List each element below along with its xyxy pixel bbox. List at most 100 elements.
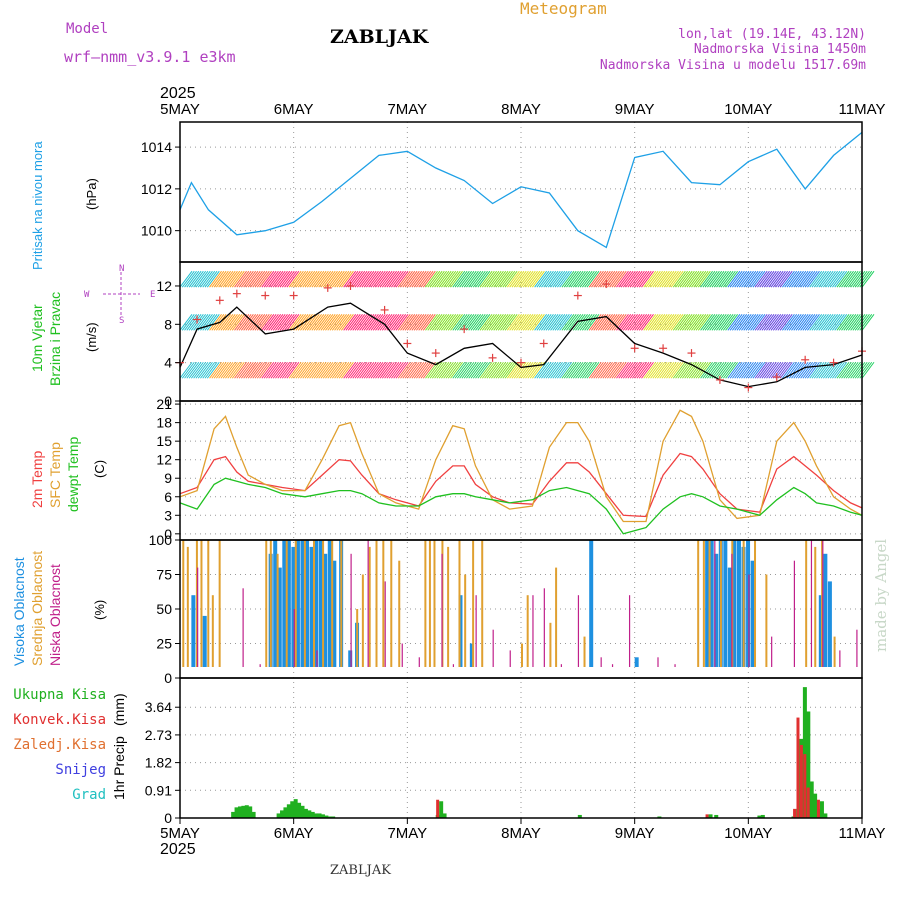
wind-barb [343,361,357,379]
wind-barb [795,314,809,331]
model-label: Model [66,21,108,37]
wind-barb [402,314,416,331]
wind-barb [252,314,266,331]
wind-barb [318,361,332,379]
wind-barb [331,314,345,331]
wind-barb [300,314,313,331]
wind-barb [261,270,275,288]
wind-barb [541,314,554,331]
wind-barb [193,314,207,331]
wind-barb [829,361,843,379]
wind-barb [329,270,343,288]
wind-barb [452,270,466,288]
cloud-bar-mid [340,540,343,667]
wind-barb [672,270,686,288]
coordinates: lon,lat (19.14E, 43.12N) [678,27,866,42]
wind-barb [625,361,638,379]
precip-bar-total [439,801,444,818]
precip-bar-total [310,811,315,818]
wind-barb [581,314,595,331]
x-tick-label-bottom: 9MAY [615,825,655,842]
precip-bar-total [244,805,249,818]
wind-barb [768,314,782,331]
wind-barb [779,270,793,288]
wind-barb [345,314,359,331]
wind-barb [563,270,577,288]
cloud-bar-mid [765,574,768,667]
wind-barb [231,314,245,331]
wind-barb [807,361,820,379]
wind-barb [552,361,566,379]
wind-barb [772,361,786,379]
wind-barb [606,361,620,379]
x-tick-label-top: 9MAY [615,101,655,118]
cloud-bar-mid [218,540,221,667]
wind-barb [256,270,270,288]
cloud-bar-high [309,546,314,667]
wind-barb [777,314,791,331]
wind-barb [586,314,600,331]
wind-barb [618,361,632,379]
wind-barb [427,270,441,288]
wind-barb [502,270,516,288]
wind-barb [770,361,784,379]
wind-barb [554,361,568,379]
wind-barb [322,270,336,288]
wind-barb [368,361,382,379]
cloud-bar-mid [555,567,558,667]
wind-barb [747,270,761,288]
wind-barb [713,314,727,331]
wind-barb [800,270,814,288]
x-tick-label-top: 8MAY [501,101,541,118]
wind-barb [827,270,841,288]
wind-barb [536,270,550,288]
wind-barb [402,270,416,288]
wind-barb [722,361,736,379]
cloud-bar-high [589,540,594,667]
wind-barb [552,270,566,288]
wind-barb [811,361,825,379]
wind-barb [559,361,573,379]
precip-bar-total [331,816,336,818]
wind-barb [622,314,636,331]
wind-barb [416,270,429,288]
wind-barb [229,314,243,331]
wind-barb [818,270,832,288]
wind-barb [813,270,827,288]
wind-speed-line [179,302,863,388]
wind-barb [213,361,227,379]
cloud-bar-low [452,664,454,667]
wind-barb [559,270,573,288]
wind-barb [820,314,834,331]
precip-bar-total [237,806,242,818]
wind-barb [297,270,311,288]
wind-barb [336,361,350,379]
cloud-bar-mid [428,540,431,667]
wind-barb [352,361,366,379]
wind-barb [634,361,648,379]
wind-barb [538,270,552,288]
wind-barb [545,270,559,288]
wind-barb [184,270,197,288]
wind-barb [263,361,277,379]
wind-barb [743,270,757,288]
wind-barb [313,361,327,379]
wind-barb [659,270,673,288]
wind-barb [491,270,504,288]
wind-barb [734,314,748,331]
wind-barb [645,361,659,379]
wind-barb [222,314,236,331]
cloud-bar-high [723,540,728,667]
precip-ytick-label: 3.64 [145,699,172,715]
wind-barb [575,361,588,379]
precip-bar-total [241,805,246,818]
wind-barb [686,361,700,379]
wind-barb [543,361,557,379]
wind-barb [286,270,300,288]
wind-barb [211,361,225,379]
wind-barb [247,270,261,288]
wind-barb [579,314,593,331]
wind-barb [434,361,448,379]
wind-barb [343,270,357,288]
cloud-bar-mid [719,540,722,667]
